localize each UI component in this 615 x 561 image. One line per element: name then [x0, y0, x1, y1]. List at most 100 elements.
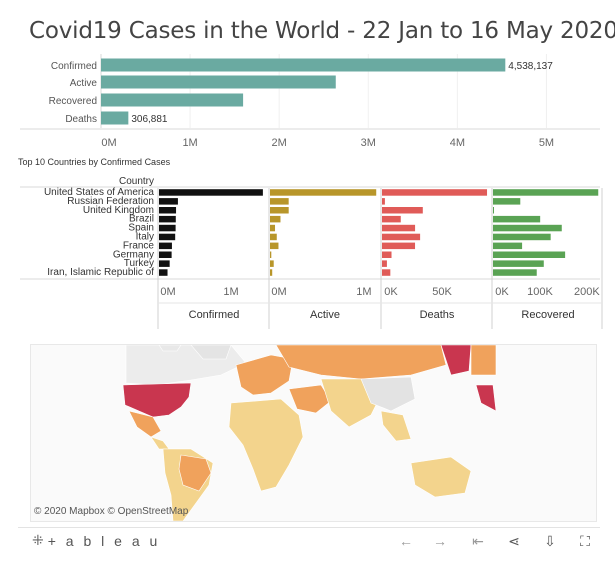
- country-bar-deaths: [382, 260, 387, 267]
- map-attribution[interactable]: © 2020 Mapbox © OpenStreetMap: [34, 506, 189, 517]
- country-header: Country: [119, 176, 154, 187]
- summary-tick-label: 2M: [272, 137, 287, 149]
- country-label: United States of America: [44, 187, 154, 198]
- map-region-africa: [228, 398, 304, 492]
- panel-tick-label: 0M: [271, 286, 286, 298]
- country-bar-deaths: [382, 198, 385, 205]
- country-bar-confirmed: [159, 233, 176, 241]
- country-bar-active: [270, 224, 276, 232]
- summary-tick-label: 1M: [182, 137, 197, 149]
- panel-title-confirmed: Confirmed: [189, 309, 240, 321]
- tableau-logo[interactable]: ⁜ + a b l e a u: [32, 532, 160, 549]
- country-bar-deaths: [382, 224, 416, 232]
- panel-tick-label: 0M: [160, 286, 175, 298]
- undo-icon[interactable]: ←: [399, 533, 413, 549]
- country-bar-active: [270, 260, 274, 267]
- country-bar-deaths: [382, 233, 421, 241]
- tableau-logo-icon: ⁜: [32, 532, 44, 548]
- dashboard-title: Covid19 Cases in the World - 22 Jan to 1…: [29, 18, 615, 44]
- panel-tick-label: 0K: [495, 286, 509, 298]
- summary-bar: [101, 75, 336, 89]
- fullscreen-icon[interactable]: ⛶: [580, 533, 590, 549]
- map-region-russia: [275, 345, 447, 380]
- country-bar-recovered: [493, 269, 537, 276]
- panel-title-recovered: Recovered: [521, 309, 574, 321]
- country-bar-active: [270, 207, 289, 214]
- summary-category-label: Active: [70, 78, 98, 89]
- country-bar-deaths: [382, 215, 401, 223]
- country-label: Spain: [128, 223, 154, 234]
- country-bar-confirmed: [159, 215, 176, 223]
- map-region-greenland: [190, 345, 232, 360]
- tableau-toolbar: ⁜ + a b l e a u ← → ⇤ ⋖ ⇩ ⛶: [18, 527, 600, 555]
- world-map[interactable]: © 2020 Mapbox © OpenStreetMap: [30, 344, 597, 522]
- map-region-middle-east: [288, 384, 332, 414]
- countries-subtitle: Top 10 Countries by Confirmed Cases: [18, 157, 171, 167]
- summary-tick-label: 3M: [361, 137, 376, 149]
- share-icon[interactable]: ⋖: [508, 533, 520, 549]
- map-region-usa: [122, 382, 192, 418]
- country-bar-active: [270, 251, 272, 258]
- country-label: Russian Federation: [67, 196, 154, 207]
- summary-category-label: Deaths: [65, 114, 97, 125]
- summary-data-label: 306,881: [131, 114, 168, 125]
- panel-title-deaths: Deaths: [420, 309, 455, 321]
- map-region-greenland-east: [158, 345, 182, 352]
- map-region-brazil: [178, 454, 212, 492]
- summary-tick-label: 0M: [101, 137, 116, 149]
- panel-tick-label: 1M: [223, 286, 238, 298]
- summary-bar: [101, 93, 244, 107]
- country-bar-active: [270, 215, 281, 223]
- country-bar-confirmed: [159, 224, 176, 232]
- map-region-europe: [235, 354, 294, 396]
- panel-tick-label: 200K: [574, 286, 600, 298]
- summary-category-label: Confirmed: [51, 61, 97, 72]
- country-bar-recovered: [493, 189, 599, 196]
- country-label: United Kingdom: [83, 205, 154, 216]
- summary-bar: [101, 58, 506, 72]
- country-bar-confirmed: [159, 242, 172, 250]
- revert-icon[interactable]: ⇤: [472, 533, 484, 549]
- country-bar-deaths: [382, 189, 488, 196]
- country-label: Iran, Islamic Republic of: [47, 267, 154, 278]
- map-region-central-america: [150, 436, 170, 450]
- download-icon[interactable]: ⇩: [544, 533, 556, 549]
- redo-icon[interactable]: →: [433, 533, 447, 549]
- tableau-logo-text: + a b l e a u: [47, 532, 161, 549]
- map-region-alaska: [440, 345, 472, 376]
- summary-tick-label: 5M: [539, 137, 554, 149]
- country-bar-deaths: [382, 242, 416, 250]
- country-bar-confirmed: [159, 260, 170, 267]
- country-bar-recovered: [493, 242, 523, 250]
- country-bar-deaths: [382, 207, 423, 214]
- country-bar-confirmed: [159, 207, 177, 214]
- panel-tick-label: 50K: [432, 286, 452, 298]
- country-bar-recovered: [493, 198, 521, 205]
- country-bar-active: [270, 269, 273, 276]
- country-bar-deaths: [382, 251, 392, 258]
- country-bar-active: [270, 233, 277, 241]
- country-bar-deaths: [382, 269, 391, 276]
- panel-title-active: Active: [310, 309, 340, 321]
- summary-category-label: Recovered: [49, 96, 97, 107]
- map-region-canada-east: [470, 345, 497, 376]
- country-bar-recovered: [493, 224, 562, 232]
- map-region-usa-east: [475, 384, 497, 412]
- world-map-svg: [122, 345, 497, 521]
- summary-chart: Confirmed 4,538,137 Active Recovered Deaths 3…: [20, 54, 600, 149]
- country-label: France: [123, 240, 155, 251]
- summary-tick-label: 4M: [450, 137, 465, 149]
- country-bar-confirmed: [159, 198, 178, 205]
- map-region-australia: [410, 456, 472, 498]
- summary-data-label: 4,538,137: [508, 61, 553, 72]
- country-label: Brazil: [129, 214, 154, 225]
- country-bar-confirmed: [159, 251, 172, 258]
- panel-tick-label: 1M: [356, 286, 371, 298]
- country-bar-confirmed: [159, 269, 168, 276]
- map-region-mexico: [128, 410, 162, 438]
- country-bar-confirmed: [159, 189, 263, 196]
- country-bar-recovered: [493, 207, 494, 214]
- country-label: Turkey: [124, 258, 154, 269]
- country-bar-recovered: [493, 215, 541, 223]
